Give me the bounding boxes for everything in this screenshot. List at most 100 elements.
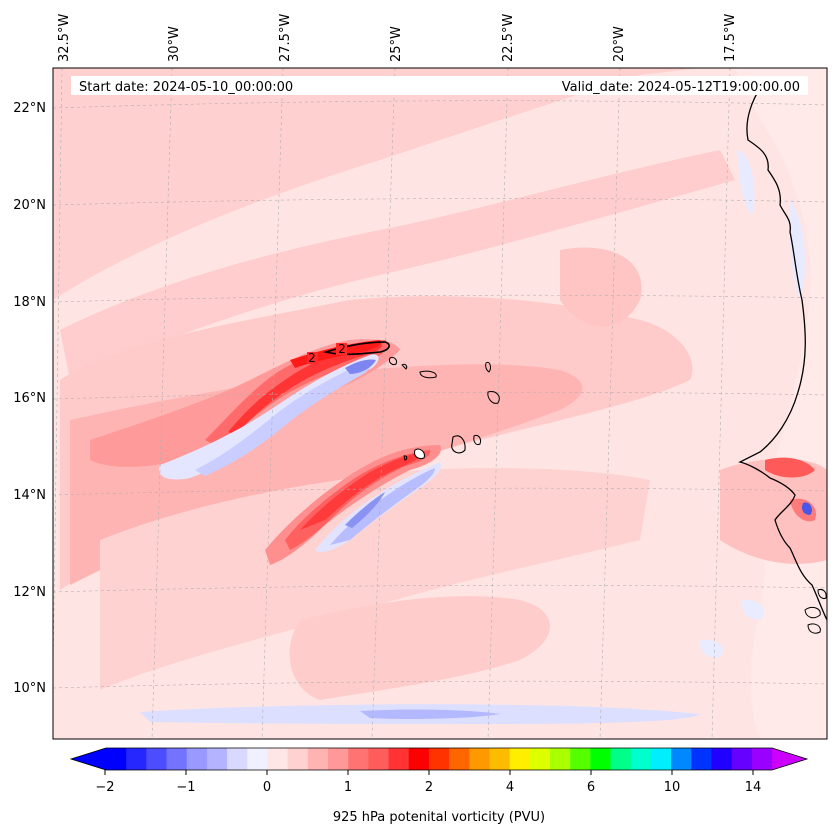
colorbar-bin-4 [186,748,208,770]
colorbar-bin-21 [529,748,551,770]
pv-band-north [53,68,700,300]
colorbar-extend-min [71,748,106,770]
pv-land-field [735,68,827,739]
contour-label-1: 2 [308,351,316,365]
island-santo-antao [323,341,390,356]
cb-tick-label-2: 2 [425,780,433,795]
colorbar-bin-1 [126,748,147,770]
colorbar-bin-25 [610,748,632,770]
colorbar-title: 925 hPa potenital vorticity (PVU) [333,810,545,825]
colorbar-bin-6 [227,748,248,770]
cb-tick-label-14: 14 [745,780,762,795]
lon-label-20w: 20°W [612,26,627,62]
colorbar-bin-22 [550,748,571,770]
colorbar-bin-28 [671,748,692,770]
island-santiago [451,435,466,454]
island-santa-luzia [401,363,408,370]
valid-date-label: Valid_date: 2024-05-12T19:00:00.00 [562,80,800,95]
pv-coast-positive-core [765,457,815,478]
lat-label-16n: 16°N [13,391,46,406]
island-maio [473,435,481,445]
colorbar-bin-5 [206,748,228,770]
colorbar-outline [69,747,809,771]
lon-label-27-5w: 27.5°W [278,14,293,62]
pv-patch-east [560,247,642,327]
contour-label-2: 2 [338,342,346,356]
cb-tick-label-4: 4 [506,780,514,795]
map-frame [52,67,828,740]
lon-label-22-5w: 22.5°W [501,14,516,62]
date-info-box [71,76,808,95]
colorbar-bin-23 [570,748,591,770]
cb-tick-label-neg1: −1 [176,780,195,795]
colorbar-bin-27 [650,748,672,770]
island-brava [403,455,408,461]
longitude-labels: 32.5°W 30°W 27.5°W 25°W 22.5°W 20°W 17.5… [57,14,738,62]
pv-land-negative-1 [738,150,755,215]
colorbar-bin-30 [711,748,733,770]
colorbar-ticks [104,770,754,775]
coastline-island-bissagos-1 [804,607,821,619]
lat-label-20n: 20°N [13,198,46,213]
pv-filament-north-core [228,342,382,435]
colorbar: −2 −1 0 1 2 4 6 10 14 925 hPa potenital … [69,747,809,825]
cb-tick-label-1: 1 [344,780,352,795]
colorbar-bin-29 [691,748,712,770]
colorbar-bin-26 [630,748,652,770]
lat-label-18n: 18°N [13,295,46,310]
island-fogo [414,448,425,459]
pv-filament-south-core [300,452,425,530]
colorbar-tick-labels: −2 −1 0 1 2 4 6 10 14 [95,780,761,795]
coastline-island-bissagos-3 [817,589,827,599]
lat-label-10n: 10°N [13,681,46,696]
colorbar-bin-31 [731,748,753,770]
pv-band-mid [60,150,735,380]
colorbar-bins [106,748,773,770]
colorbar-bin-10 [307,748,329,770]
lat-label-22n: 22°N [13,101,46,116]
colorbar-bin-2 [146,748,167,770]
colorbar-bin-7 [247,748,268,770]
pv-trough-south-mid [330,468,435,545]
pv-coast-positive-outer [720,458,827,564]
island-sal [485,361,491,373]
lat-label-14n: 14°N [13,488,46,503]
pv-coast-negative-core [801,502,813,515]
pv-streak-south-core [360,709,500,719]
pv-trough-north-mid [195,362,371,476]
colorbar-bin-3 [166,748,188,770]
cb-tick-label-10: 10 [664,780,681,795]
colorbar-bin-17 [449,748,470,770]
colorbar-bin-8 [267,748,289,770]
island-sao-nicolau [419,370,437,379]
pv-land-negative-2 [789,200,806,300]
graticule [53,68,827,739]
pv-coast-negative-3 [741,599,764,620]
pv-filament-south-mid [285,450,431,550]
pv-trough-north-core [345,359,376,374]
colorbar-bin-0 [106,748,127,770]
cb-tick-label-6: 6 [587,780,595,795]
island-boa-vista [487,391,500,404]
colorbar-bin-15 [408,748,430,770]
colorbar-bin-24 [590,748,611,770]
colorbar-bin-12 [348,748,369,770]
lon-label-25w: 25°W [389,26,404,62]
cb-tick-label-0: 0 [263,780,271,795]
start-date-label: Start date: 2024-05-10_00:00:00 [79,80,293,95]
latitude-labels: 22°N 20°N 18°N 16°N 14°N 12°N 10°N [13,101,46,696]
colorbar-extend-max [772,748,807,770]
pv-coast-negative-4 [699,639,724,658]
colorbar-bin-32 [751,748,773,770]
coastline-island-bissagos-2 [807,623,821,634]
colorbar-bin-18 [469,748,490,770]
pv-trough-south-core [345,492,385,528]
colorbar-bin-19 [489,748,511,770]
pv-patch-south [289,596,550,700]
colorbar-bin-11 [328,748,349,770]
cb-tick-label-neg2: −2 [95,780,114,795]
colorbar-bin-16 [428,748,450,770]
colorbar-bin-20 [509,748,531,770]
lat-label-12n: 12°N [13,585,46,600]
